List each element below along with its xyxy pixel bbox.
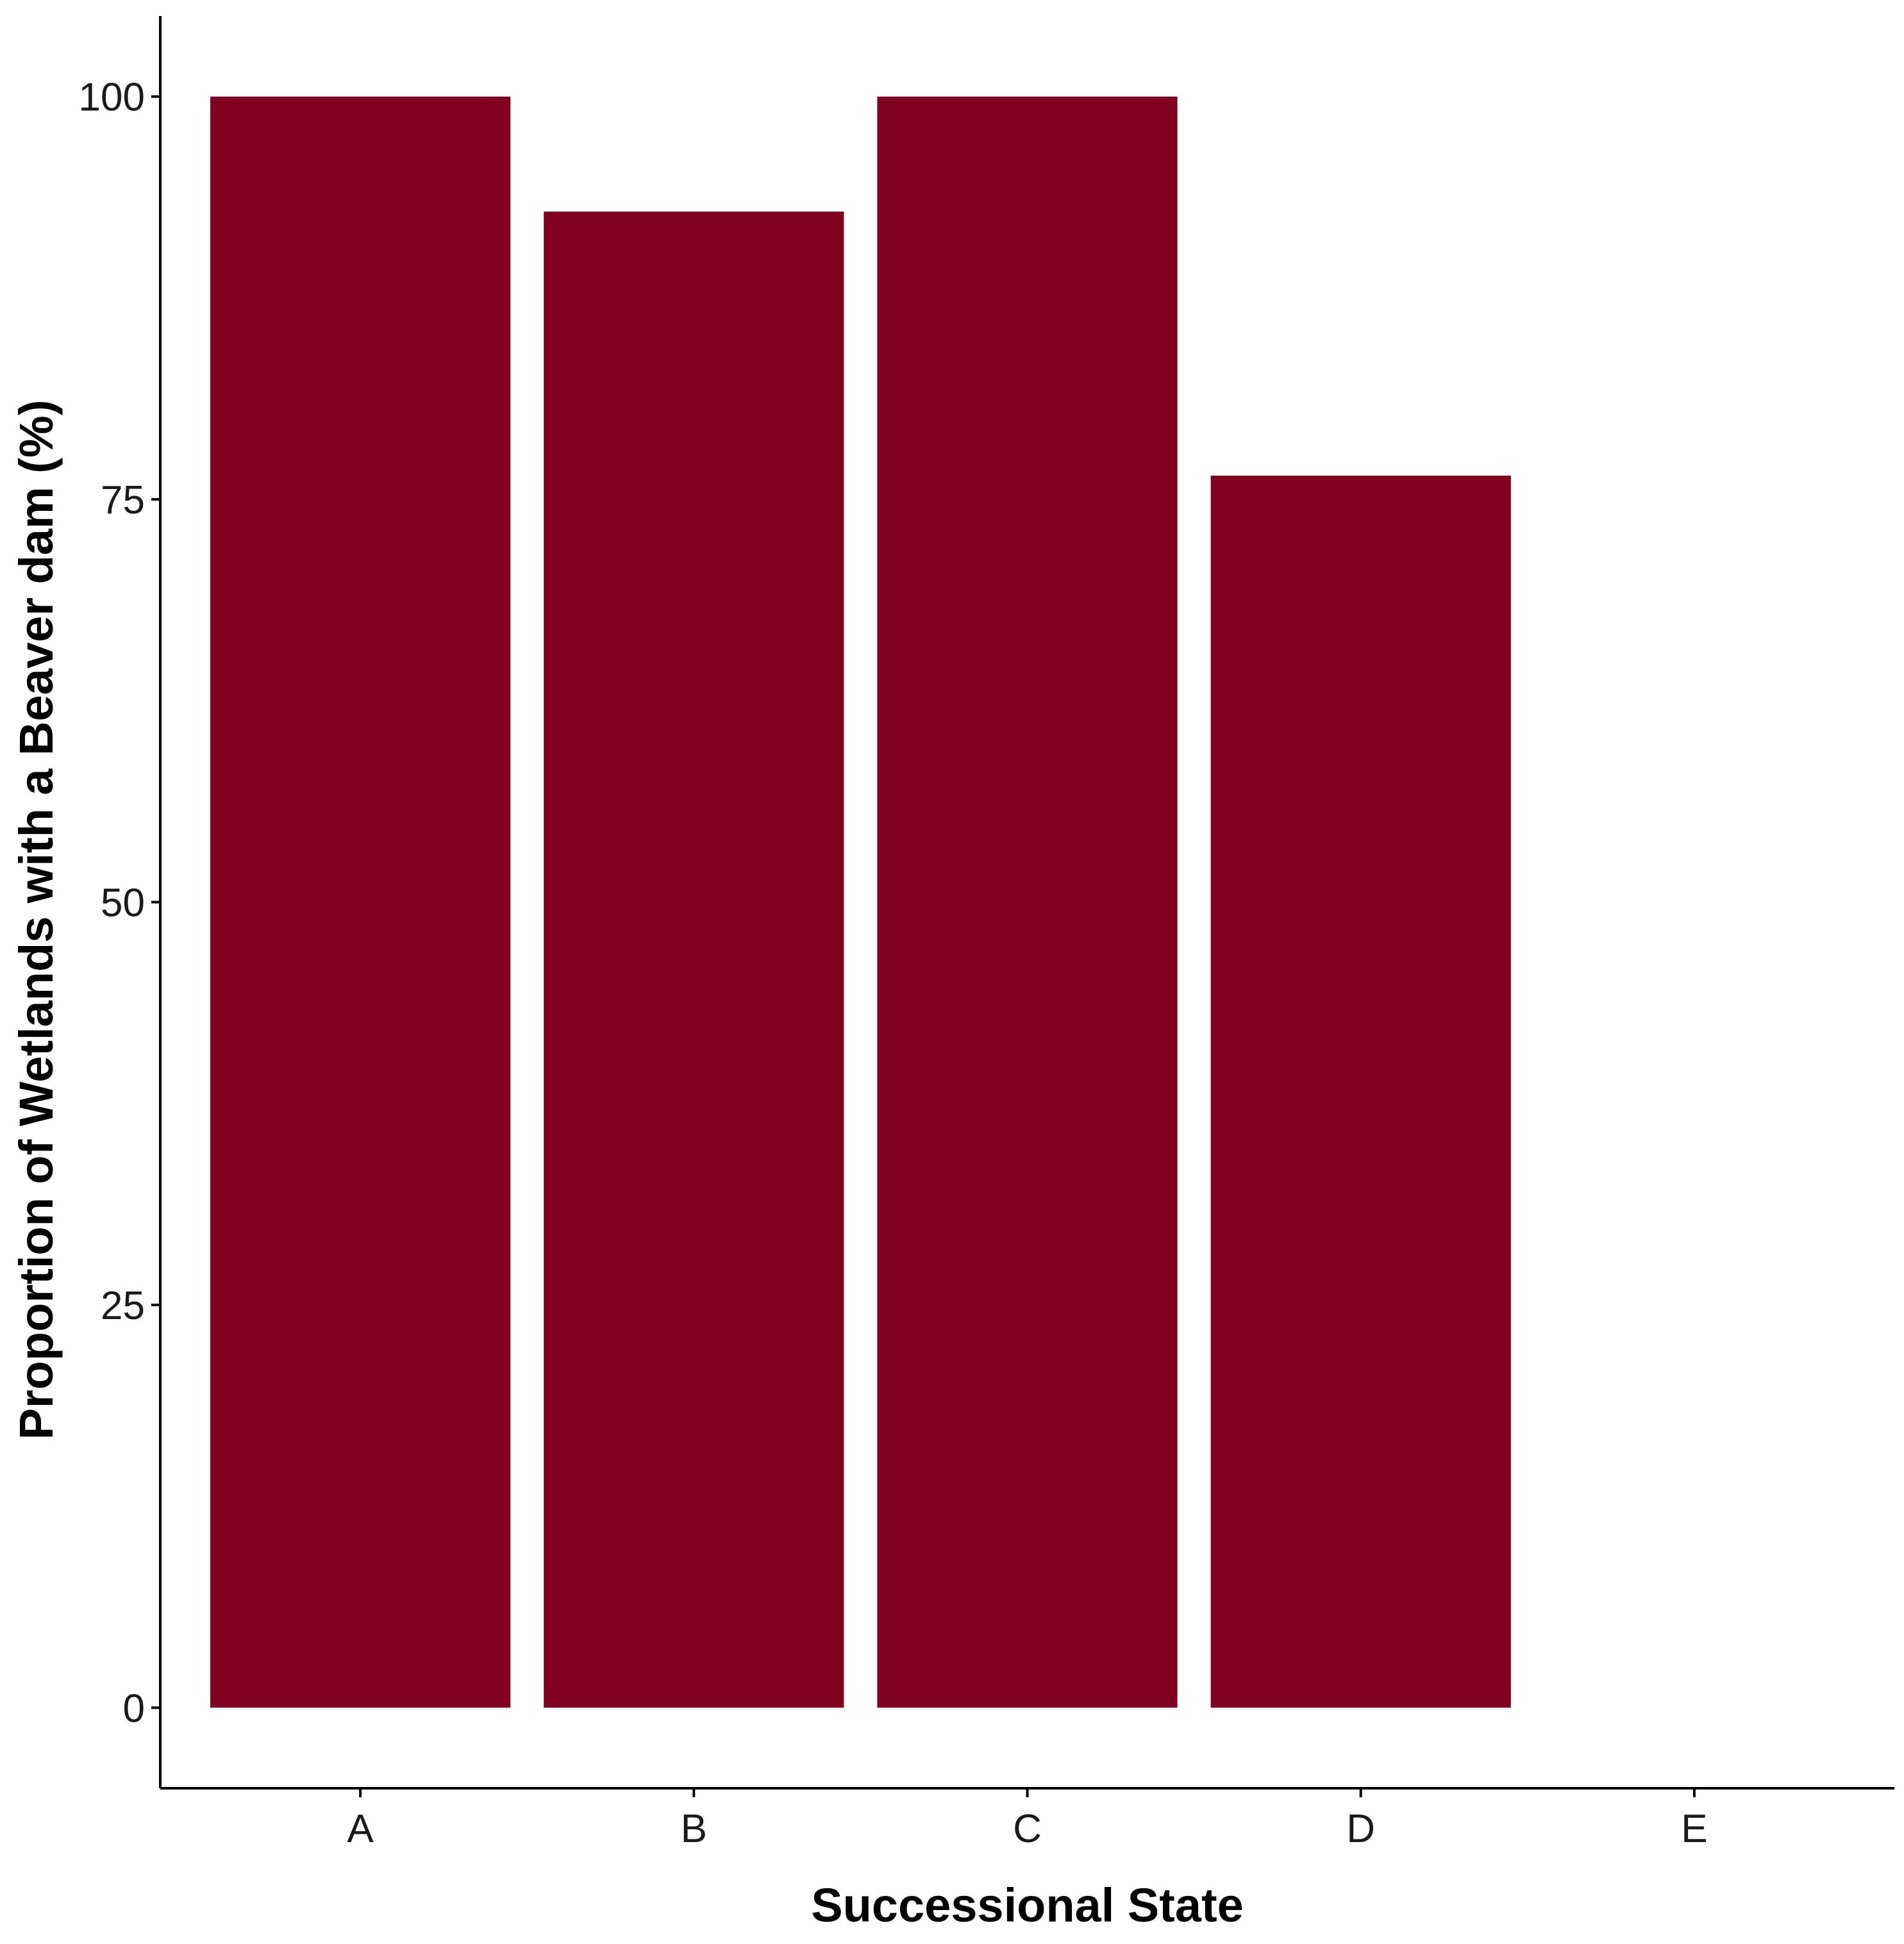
x-tick-label: A <box>347 1807 374 1851</box>
x-tick-label: D <box>1346 1807 1375 1851</box>
bar-B <box>544 212 844 1708</box>
bar-D <box>1210 476 1511 1708</box>
y-tick-label: 25 <box>101 1284 145 1328</box>
y-tick-label: 100 <box>79 76 145 120</box>
x-tick-label: E <box>1681 1807 1707 1851</box>
x-axis-ticks: A B C D E <box>347 1788 1708 1851</box>
y-tick-label: 75 <box>101 478 145 522</box>
x-tick-label: B <box>681 1807 707 1851</box>
bars-layer <box>210 96 1511 1708</box>
x-axis-title: Successional State <box>811 1879 1244 1932</box>
y-tick-label: 0 <box>123 1686 145 1731</box>
y-axis-ticks: 0 25 50 75 100 <box>79 76 160 1731</box>
x-tick-label: C <box>1013 1807 1042 1851</box>
bar-C <box>877 96 1178 1708</box>
y-axis-title: Proportion of Wetlands with a Beaver dam… <box>10 400 63 1440</box>
y-tick-label: 50 <box>101 881 145 926</box>
bar-A <box>210 96 511 1708</box>
